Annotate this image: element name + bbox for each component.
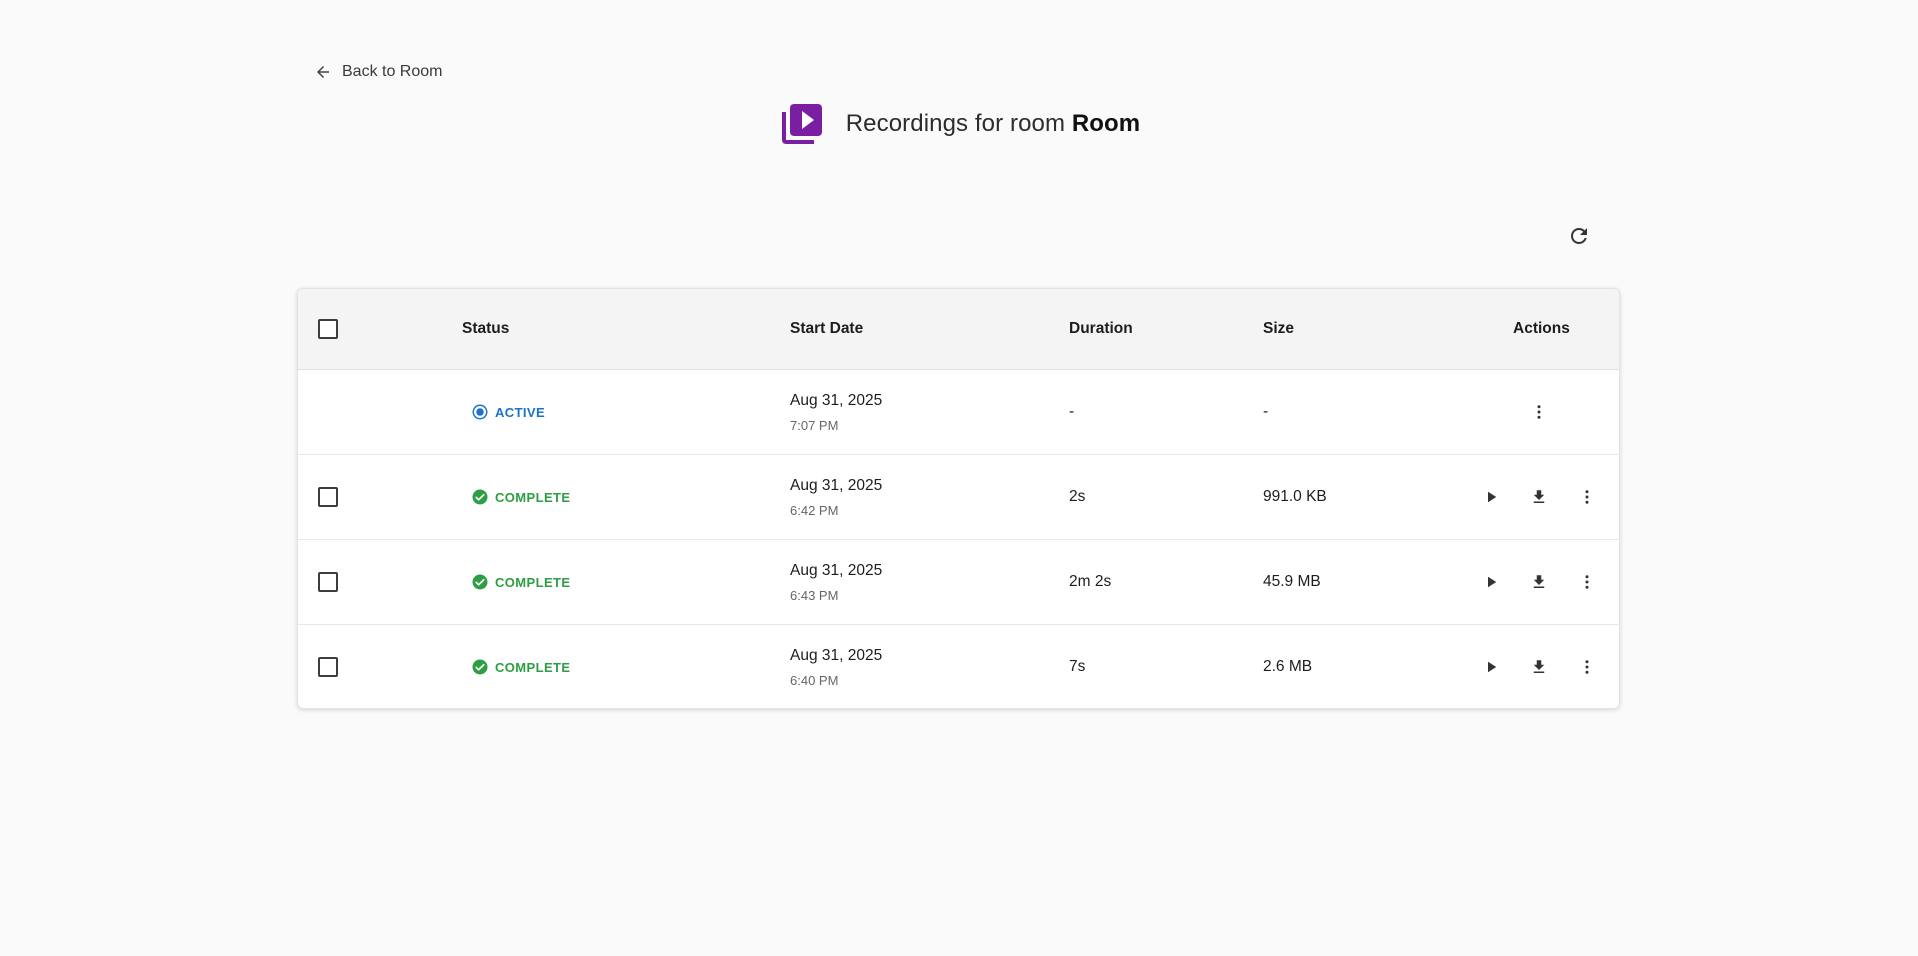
start-date: Aug 31, 2025 bbox=[790, 391, 883, 409]
start-time: 6:42 PM bbox=[790, 502, 839, 518]
download-button[interactable] bbox=[1523, 481, 1555, 513]
table-row: COMPLETE Aug 31, 2025 6:40 PM 7s 2.6 MB bbox=[298, 625, 1619, 708]
start-date: Aug 31, 2025 bbox=[790, 561, 883, 579]
size-cell: - bbox=[1263, 403, 1269, 420]
more-options-button[interactable] bbox=[1571, 651, 1603, 683]
play-button[interactable] bbox=[1475, 566, 1507, 598]
radio-button-checked-icon bbox=[472, 404, 488, 420]
duration-cell: 7s bbox=[1069, 658, 1086, 675]
play-button[interactable] bbox=[1475, 481, 1507, 513]
start-time: 6:43 PM bbox=[790, 587, 839, 603]
status-badge: COMPLETE bbox=[471, 488, 570, 506]
page-header: Recordings for room Room bbox=[0, 96, 1918, 152]
status-label: COMPLETE bbox=[495, 489, 571, 505]
refresh-button[interactable] bbox=[1561, 218, 1597, 254]
start-time: 6:40 PM bbox=[790, 672, 839, 688]
column-header-duration[interactable]: Duration bbox=[1069, 320, 1133, 337]
status-badge: ACTIVE bbox=[471, 403, 545, 421]
column-header-status[interactable]: Status bbox=[462, 320, 510, 337]
size-cell: 45.9 MB bbox=[1263, 573, 1321, 590]
table-row: COMPLETE Aug 31, 2025 6:43 PM 2m 2s 45.9… bbox=[298, 540, 1619, 625]
play-arrow-icon bbox=[1488, 491, 1497, 503]
start-date-cell: Aug 31, 2025 6:40 PM bbox=[790, 647, 882, 688]
duration-cell: 2s bbox=[1069, 488, 1086, 505]
status-badge: COMPLETE bbox=[471, 658, 570, 676]
start-date-cell: Aug 31, 2025 6:43 PM bbox=[790, 562, 882, 603]
size-cell: 991.0 KB bbox=[1263, 488, 1327, 505]
more-options-button[interactable] bbox=[1571, 481, 1603, 513]
download-icon bbox=[1533, 575, 1545, 588]
select-all-checkbox[interactable] bbox=[318, 319, 338, 339]
play-arrow-icon bbox=[1488, 661, 1497, 673]
page-title: Recordings for room Room bbox=[846, 110, 1141, 138]
status-label: ACTIVE bbox=[495, 404, 546, 420]
play-button[interactable] bbox=[1475, 651, 1507, 683]
check-circle-icon bbox=[472, 659, 488, 675]
status-badge: COMPLETE bbox=[471, 573, 570, 591]
room-name: Room bbox=[1071, 110, 1141, 137]
start-date: Aug 31, 2025 bbox=[790, 646, 883, 664]
download-icon bbox=[1533, 490, 1545, 503]
column-header-size[interactable]: Size bbox=[1263, 320, 1295, 337]
download-button[interactable] bbox=[1523, 651, 1555, 683]
status-label: COMPLETE bbox=[495, 574, 571, 590]
back-link-label: Back to Room bbox=[342, 63, 443, 80]
more-vert-icon bbox=[1537, 405, 1541, 419]
row-checkbox[interactable] bbox=[318, 487, 338, 507]
duration-cell: 2m 2s bbox=[1069, 573, 1112, 590]
size-cell: 2.6 MB bbox=[1263, 658, 1313, 675]
more-vert-icon bbox=[1585, 490, 1589, 504]
more-vert-icon bbox=[1585, 575, 1589, 589]
more-options-button[interactable] bbox=[1523, 396, 1555, 428]
refresh-icon bbox=[1571, 228, 1587, 244]
play-arrow-icon bbox=[1488, 576, 1497, 588]
page-title-prefix: Recordings for room bbox=[845, 110, 1066, 137]
more-vert-icon bbox=[1585, 660, 1589, 674]
download-button[interactable] bbox=[1523, 566, 1555, 598]
column-header-actions: Actions bbox=[1513, 320, 1570, 337]
check-circle-icon bbox=[472, 574, 488, 590]
start-time: 7:07 PM bbox=[790, 417, 839, 433]
more-options-button[interactable] bbox=[1571, 566, 1603, 598]
table-header-row: Status Start Date Duration Size Actions bbox=[298, 289, 1619, 370]
duration-cell: - bbox=[1069, 403, 1075, 420]
row-checkbox[interactable] bbox=[318, 657, 338, 677]
start-date-cell: Aug 31, 2025 6:42 PM bbox=[790, 477, 882, 518]
arrow-back-icon bbox=[317, 66, 329, 78]
back-to-room-link[interactable]: Back to Room bbox=[306, 57, 450, 87]
column-header-start-date[interactable]: Start Date bbox=[790, 320, 864, 337]
check-circle-icon bbox=[472, 489, 488, 505]
status-label: COMPLETE bbox=[495, 659, 571, 675]
table-row: ACTIVE Aug 31, 2025 7:07 PM - - bbox=[298, 370, 1619, 455]
table-row: COMPLETE Aug 31, 2025 6:42 PM 2s 991.0 K… bbox=[298, 455, 1619, 540]
video-library-icon bbox=[781, 104, 822, 144]
recordings-table: Status Start Date Duration Size Actions … bbox=[297, 288, 1620, 709]
start-date-cell: Aug 31, 2025 7:07 PM bbox=[790, 392, 882, 433]
row-checkbox[interactable] bbox=[318, 572, 338, 592]
download-icon bbox=[1533, 660, 1545, 673]
start-date: Aug 31, 2025 bbox=[790, 476, 883, 494]
